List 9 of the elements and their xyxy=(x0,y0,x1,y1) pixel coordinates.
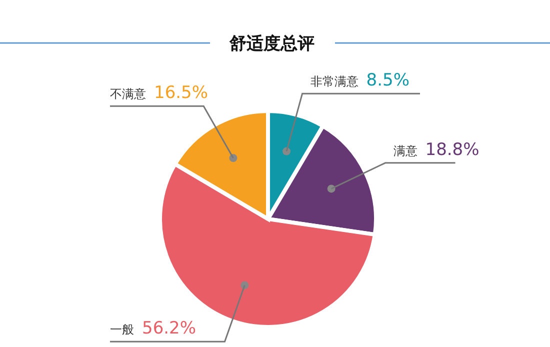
slice-label: 一般 xyxy=(110,322,134,337)
data-label: 16.5% xyxy=(154,83,208,104)
slice-label: 满意 xyxy=(393,144,418,158)
slice-label: 非常满意 xyxy=(310,74,358,89)
chart-title: 舒适度总评 xyxy=(228,34,314,54)
data-label: 18.8% xyxy=(425,140,480,160)
slice-label: 不满意 xyxy=(110,87,146,102)
data-label: 56.2% xyxy=(142,318,196,339)
data-label: 8.5% xyxy=(366,70,410,91)
